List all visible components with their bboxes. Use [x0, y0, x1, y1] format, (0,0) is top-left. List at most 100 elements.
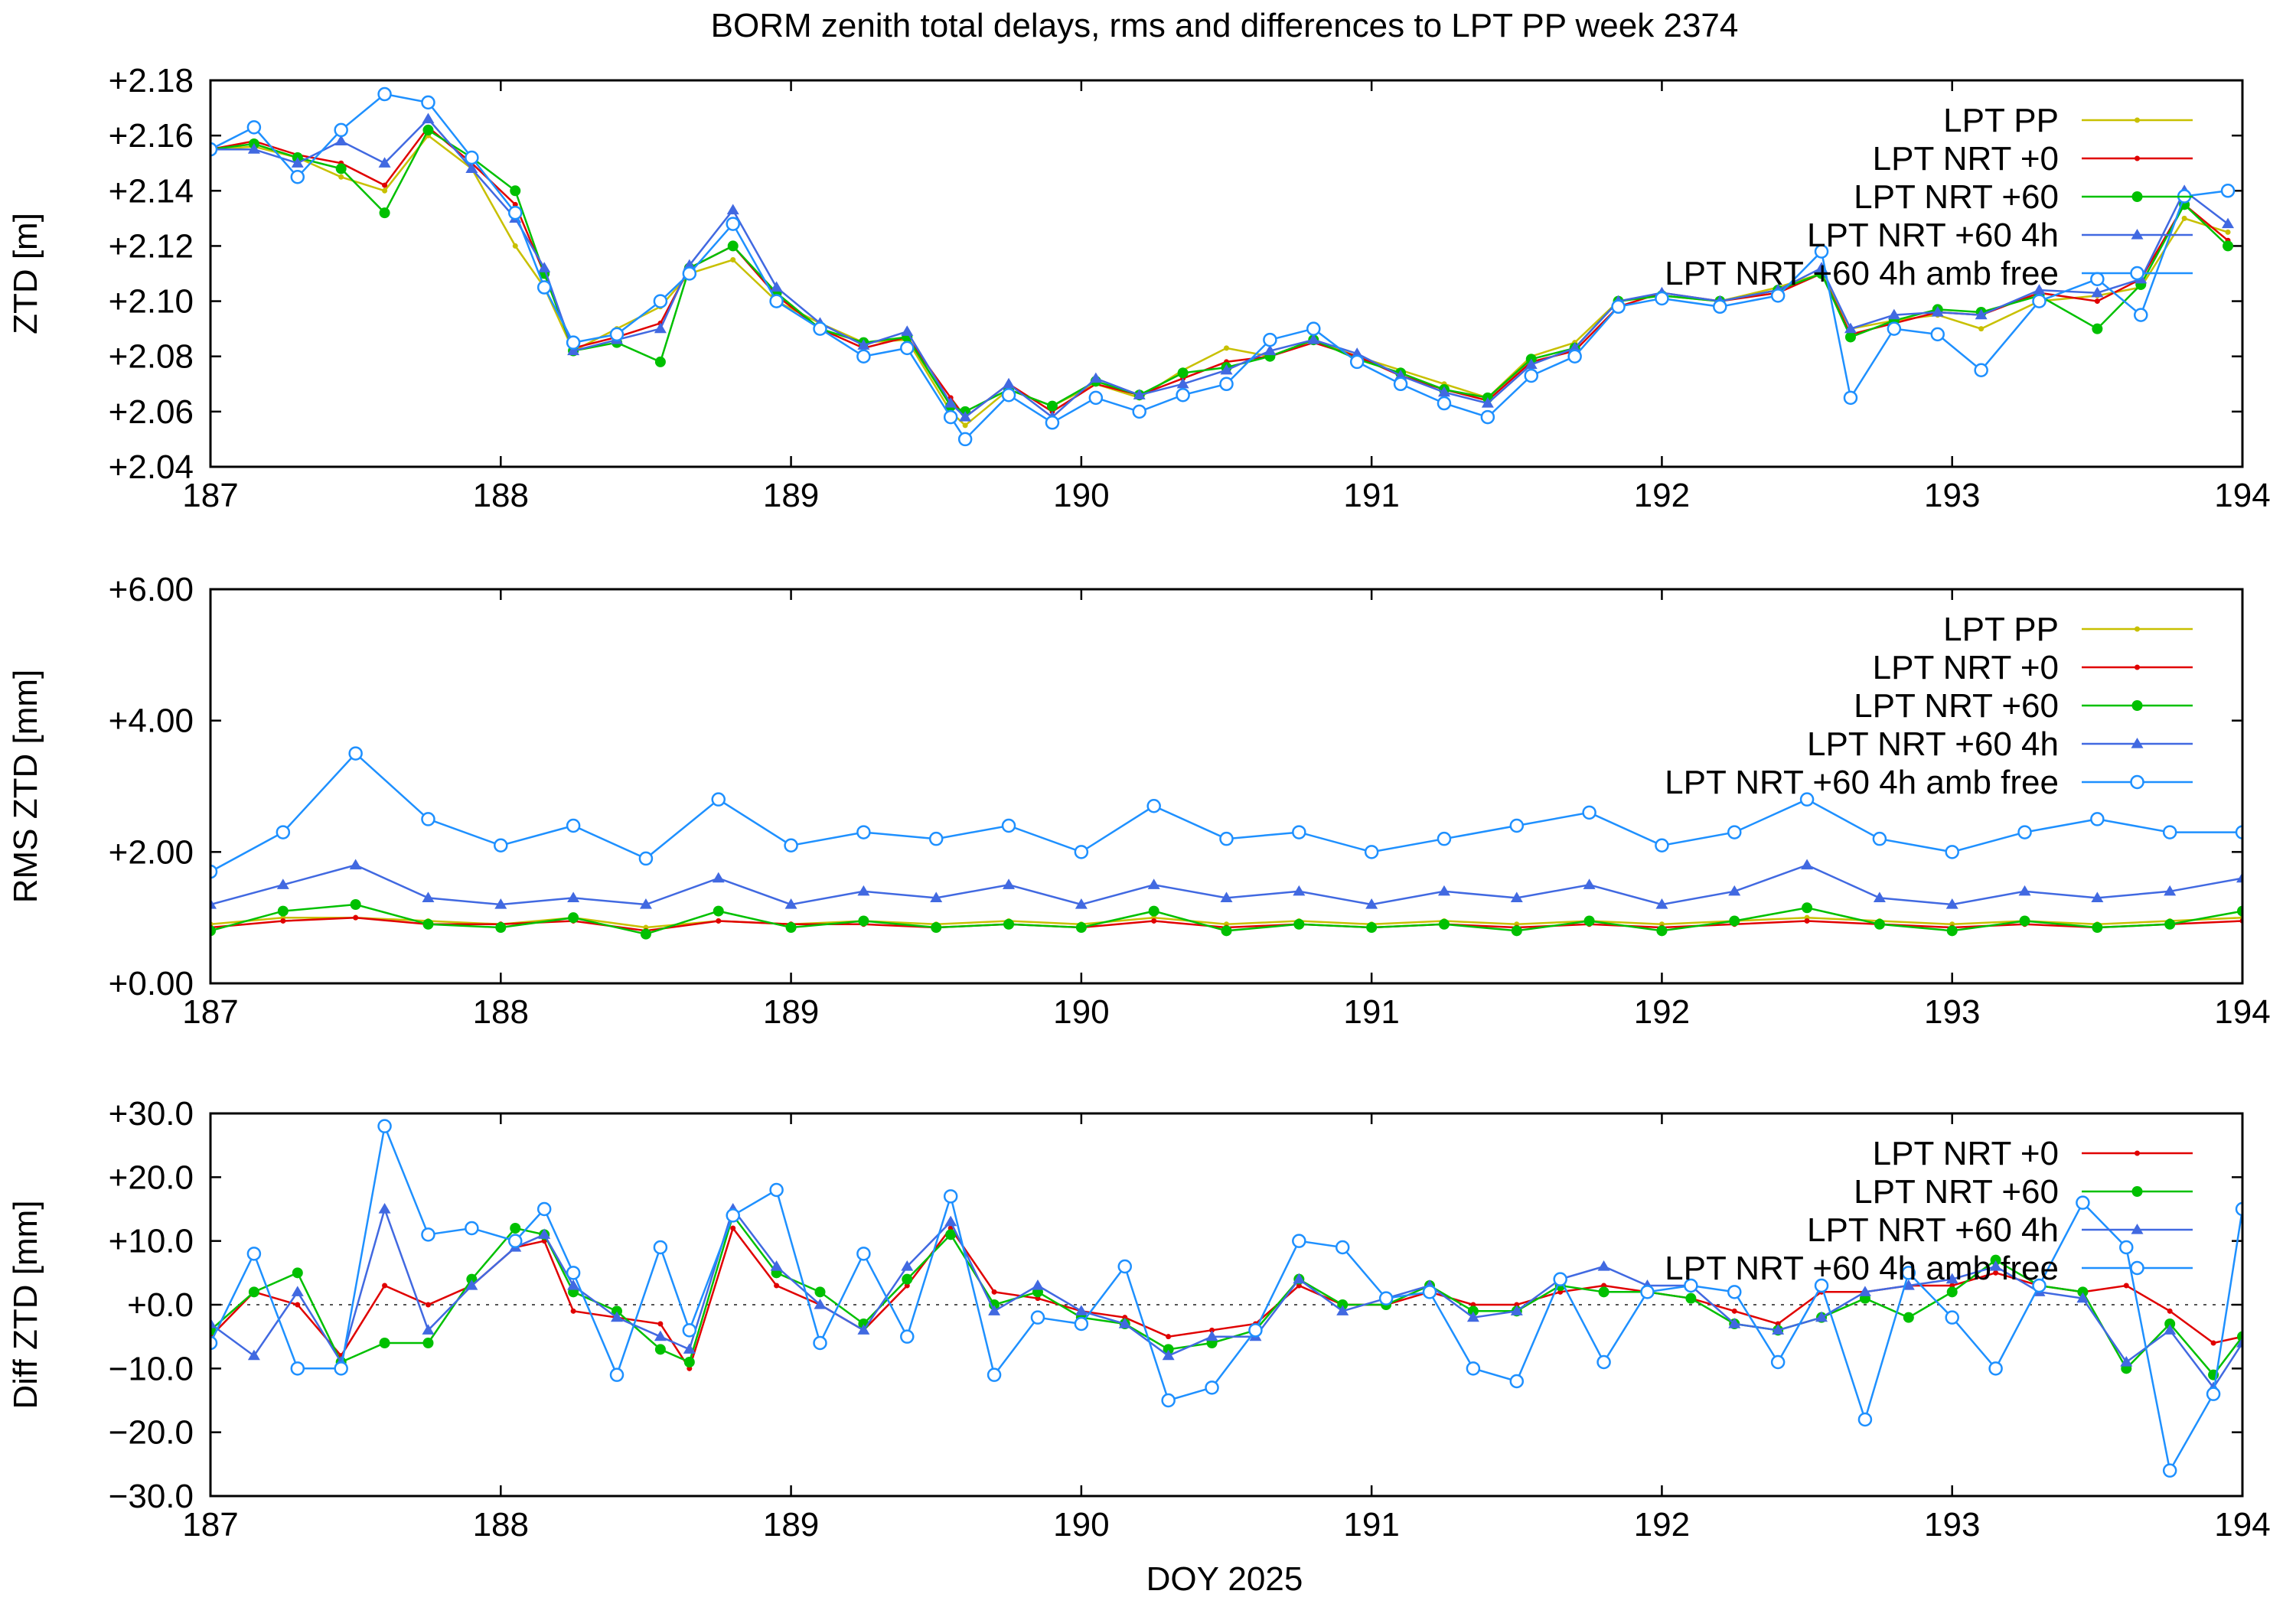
- data-point: [1220, 363, 1233, 375]
- data-point: [510, 1223, 521, 1234]
- legend-label: LPT PP: [1943, 102, 2059, 139]
- y-tick-label: +2.06: [109, 393, 194, 431]
- data-point: [713, 905, 724, 917]
- data-point: [1815, 1311, 1828, 1322]
- data-point: [858, 915, 869, 927]
- data-point: [813, 1335, 827, 1351]
- data-point: [711, 792, 726, 807]
- data-point: [495, 922, 507, 934]
- legend-label: LPT NRT +60 4h: [1807, 1211, 2059, 1249]
- data-point: [931, 922, 942, 934]
- data-point: [1161, 1393, 1176, 1408]
- data-point: [1336, 1305, 1349, 1315]
- data-point: [1118, 1318, 1131, 1328]
- y-tick-label: +6.00: [109, 571, 194, 608]
- x-tick-label: 194: [2214, 993, 2270, 1031]
- y-axis-label: ZTD [m]: [7, 213, 44, 334]
- data-point: [1349, 354, 1365, 370]
- data-point: [421, 812, 435, 826]
- data-point: [1510, 892, 1523, 903]
- x-tick-label: 193: [1924, 993, 1980, 1031]
- data-point: [1945, 845, 1959, 859]
- data-point: [1509, 1374, 1525, 1389]
- data-point: [566, 335, 581, 350]
- x-tick-label: 191: [1343, 477, 1399, 514]
- data-point: [682, 266, 697, 281]
- data-point: [570, 1308, 576, 1314]
- data-point: [1147, 878, 1160, 889]
- legend-label: LPT NRT +60: [1854, 1173, 2059, 1211]
- data-point: [1393, 376, 1408, 392]
- data-point: [814, 1286, 826, 1298]
- data-point: [712, 872, 725, 883]
- data-point: [422, 918, 434, 930]
- data-point: [813, 321, 827, 336]
- data-point: [277, 905, 289, 917]
- data-point: [1074, 1316, 1089, 1332]
- data-point: [246, 1247, 262, 1261]
- data-point: [465, 1221, 479, 1236]
- x-tick-label: 193: [1924, 1506, 1980, 1543]
- data-point: [465, 1279, 478, 1290]
- data-point: [1597, 1260, 1610, 1271]
- data-point: [1611, 299, 1626, 315]
- data-point: [1946, 1286, 1958, 1298]
- y-tick-label: +2.12: [109, 227, 194, 265]
- data-point: [1162, 1349, 1175, 1361]
- data-point: [292, 1267, 303, 1279]
- data-point: [538, 262, 551, 272]
- legend-marker: [2131, 229, 2144, 240]
- data-point: [1872, 831, 1887, 846]
- data-point: [2090, 812, 2105, 826]
- data-point: [784, 838, 798, 852]
- data-point: [210, 898, 217, 909]
- data-point: [1163, 1344, 1174, 1355]
- data-point: [1844, 322, 1857, 334]
- data-point: [2032, 294, 2047, 308]
- data-point: [2225, 229, 2231, 235]
- data-point: [1394, 369, 1407, 380]
- y-tick-label: +2.18: [109, 62, 194, 99]
- data-point: [857, 1324, 870, 1335]
- data-point: [683, 259, 696, 270]
- data-point: [1151, 918, 1157, 924]
- data-point: [2092, 323, 2103, 334]
- data-point: [382, 187, 388, 194]
- data-point: [280, 918, 286, 924]
- plot-frame: [209, 79, 2244, 468]
- data-point: [2018, 885, 2031, 896]
- data-point: [1466, 1311, 1479, 1322]
- panel-rms: 187 188 189 190 191 192 193 194 +0.00 +2.00 +4.00 +…: [7, 571, 2271, 1031]
- data-point: [1945, 1310, 1959, 1325]
- data-point: [928, 831, 944, 846]
- data-point: [612, 1305, 622, 1317]
- data-point: [654, 322, 667, 334]
- data-point: [1843, 390, 1858, 406]
- data-point: [566, 818, 581, 833]
- x-tick-label: 190: [1053, 477, 1109, 514]
- y-tick-label: +10.0: [109, 1223, 194, 1260]
- data-point: [654, 356, 666, 367]
- data-point: [959, 411, 972, 422]
- data-point: [944, 1215, 957, 1227]
- x-tick-label: 192: [1634, 1506, 1690, 1543]
- data-point: [900, 341, 915, 356]
- legend-label: LPT PP: [1943, 611, 2059, 648]
- chart-panels: 187 188 189 190 191 192 193 194 +2.04 +2.06 +2.08 +…: [7, 62, 2271, 1543]
- data-point: [2033, 284, 2046, 295]
- data-point: [1993, 1270, 1999, 1276]
- data-point: [1437, 386, 1450, 397]
- data-point: [353, 914, 359, 921]
- data-point: [1974, 363, 1988, 377]
- legend-marker: [2135, 117, 2140, 123]
- data-point: [1655, 898, 1668, 909]
- data-point: [785, 922, 797, 934]
- data-point: [1930, 327, 1945, 342]
- data-point: [1292, 1234, 1306, 1248]
- data-point: [1804, 918, 1810, 924]
- data-point: [1553, 1272, 1567, 1286]
- data-point: [1685, 1292, 1697, 1304]
- x-tick-label: 190: [1053, 993, 1109, 1031]
- y-tick-label: +0.00: [109, 965, 194, 1002]
